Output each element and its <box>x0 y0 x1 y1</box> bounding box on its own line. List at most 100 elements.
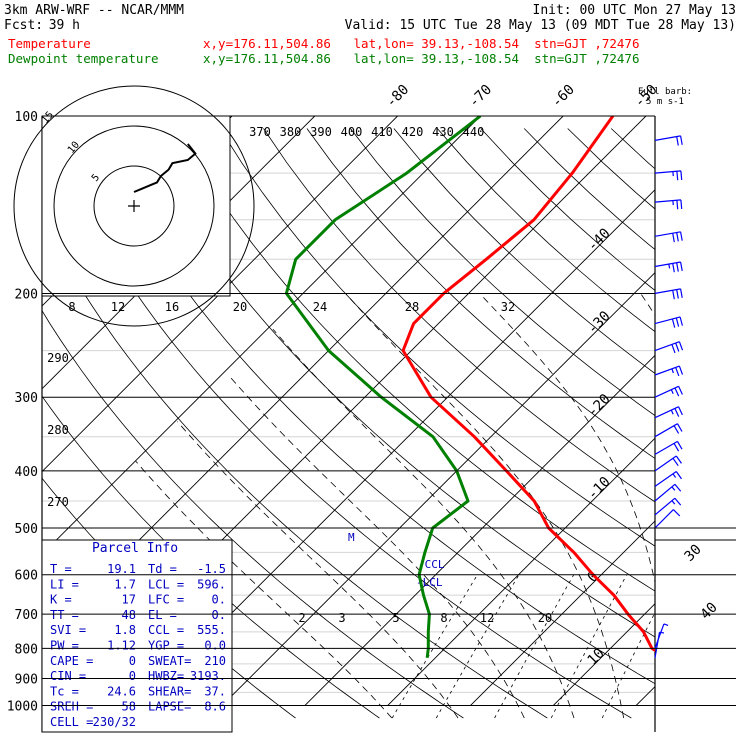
parcel-label: T = <box>50 562 72 576</box>
theta-tick-label: 270 <box>47 495 69 509</box>
hodo-speed-tick-label: 32 <box>501 300 515 314</box>
isotherm-tick-label: -30 <box>585 308 614 337</box>
theta-tick-label: 410 <box>371 125 393 139</box>
parcel-label: SWEAT= <box>148 654 191 668</box>
annotation-ccl: -CCL <box>418 558 445 571</box>
theta-tick-label: 430 <box>432 125 454 139</box>
dry-adiabat <box>350 128 655 417</box>
mixing-ratio-line <box>435 574 520 719</box>
mixing-ratio-tick-label: 8 <box>440 611 447 625</box>
hodo-ring <box>53 125 215 287</box>
dry-adiabat <box>610 128 655 170</box>
fcst-value: 39 h <box>49 18 80 33</box>
dry-adiabat <box>523 128 655 251</box>
mixing-ratio-tick-label: 5 <box>392 611 399 625</box>
hodo-speed-tick-label: 20 <box>233 300 247 314</box>
hodo-origin-mark <box>128 200 140 212</box>
mixing-ratio-line <box>725 575 740 718</box>
dewpoint-line <box>284 116 482 658</box>
isotherm <box>387 437 655 706</box>
isotherm-tick-label: -40 <box>585 225 614 254</box>
parcel-label: Tc = <box>50 684 79 698</box>
dry-adiabat <box>480 128 655 291</box>
isotherm <box>42 116 398 473</box>
mixing-ratio-line <box>670 575 738 718</box>
parcel-value: 8.6 <box>204 700 226 714</box>
hodo-ring <box>13 85 255 327</box>
pressure-tick-label: 400 <box>15 465 38 480</box>
theta-tick-label: 290 <box>47 351 69 365</box>
moist-adiabat <box>272 328 575 719</box>
barb-key-label: Full barb: <box>638 87 692 97</box>
barb-key-units: 5 m s-1 <box>646 97 684 107</box>
mixing-ratio-tick-label: 12 <box>480 611 494 625</box>
parcel-label: CIN = <box>50 669 86 683</box>
wind-barb <box>654 623 669 649</box>
moist-adiabat <box>177 421 459 719</box>
parcel-label: LCL = <box>148 577 184 591</box>
mixing-ratio-line <box>550 574 628 719</box>
parcel-label: PW = <box>50 639 79 653</box>
parcel-value: 1.7 <box>114 577 136 591</box>
pressure-tick-label: 1000 <box>7 699 38 714</box>
wind-barb <box>654 423 683 438</box>
wind-barb <box>654 170 683 181</box>
theta-tick-label: 400 <box>341 125 363 139</box>
theta-tick-label: 440 <box>463 125 485 139</box>
model-title: 3km ARW-WRF -- NCAR/MMM <box>4 3 184 18</box>
isotherm-tick-label: 40 <box>698 600 721 623</box>
dry-adiabat <box>89 128 655 685</box>
hodo-ring <box>93 165 175 247</box>
isotherm-tick-label: -20 <box>585 391 614 420</box>
pressure-tick-label: 300 <box>15 391 38 406</box>
parcel-value: 58 <box>122 700 136 714</box>
isotherm <box>470 520 655 706</box>
pressure-tick-label: 800 <box>15 642 38 657</box>
dry-adiabat <box>654 128 655 130</box>
wind-barb <box>654 440 683 455</box>
parcel-label: SREH = <box>50 700 93 714</box>
pressure-tick-label: 700 <box>15 608 38 623</box>
dry-adiabat <box>132 128 655 638</box>
parcel-value: 17 <box>122 593 136 607</box>
wind-barb <box>654 455 682 472</box>
parcel-value: 3193. <box>190 669 226 683</box>
parcel-label: HWBZ= <box>148 669 184 683</box>
wind-barb <box>654 288 683 300</box>
parcel-label: LAPSE= <box>148 700 191 714</box>
parcel-label: SVI = <box>50 623 86 637</box>
parcel-value: 596. <box>197 577 226 591</box>
parcel-value: 37. <box>204 684 226 698</box>
isotherm <box>42 116 481 556</box>
isotherm <box>221 271 655 706</box>
parcel-label: LI = <box>50 577 79 591</box>
wind-barb <box>654 385 683 398</box>
parcel-value: 0 <box>129 669 136 683</box>
wind-barb <box>654 483 682 502</box>
wind-barb <box>654 261 683 273</box>
dry-adiabat <box>436 128 655 333</box>
isotherm-tick-label: -60 <box>549 82 578 111</box>
init-time: Init: 00 UTC Mon 27 May 13 <box>533 3 737 18</box>
parcel-label: CAPE = <box>50 654 93 668</box>
wind-barb <box>654 341 684 354</box>
parcel-title: Parcel Info <box>92 541 178 556</box>
wind-barb <box>654 316 683 328</box>
parcel-label: LFC = <box>148 593 184 607</box>
legend-temperature-info: x,y=176.11,504.86 lat,lon= 39.13,-108.54… <box>203 36 640 51</box>
wind-barb <box>654 365 684 377</box>
wind-barb <box>654 471 682 487</box>
hodo-speed-tick-label: 12 <box>111 300 125 314</box>
pressure-tick-label: 900 <box>15 672 38 687</box>
temperature-line <box>401 116 655 652</box>
isotherm-tick-label: -10 <box>585 474 614 503</box>
legend-dewpoint-info: x,y=176.11,504.86 lat,lon= 39.13,-108.54… <box>203 51 640 66</box>
parcel-label: K = <box>50 593 72 607</box>
parcel-value: 0. <box>212 608 226 622</box>
theta-tick-label: 390 <box>310 125 332 139</box>
parcel-frame <box>41 539 233 733</box>
dry-adiabat <box>567 128 655 210</box>
moist-adiabat <box>345 293 624 719</box>
